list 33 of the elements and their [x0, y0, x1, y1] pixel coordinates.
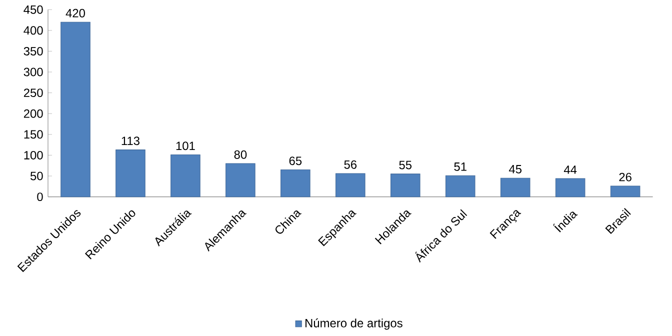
y-tick-label: 450	[24, 5, 43, 14]
y-tick-label: 50	[30, 172, 43, 180]
data-label: 51	[454, 162, 466, 171]
y-tick-label: 300	[24, 68, 43, 76]
y-tick-label: 200	[24, 109, 43, 118]
data-label: 101	[176, 142, 195, 150]
data-label: 55	[399, 160, 412, 170]
y-tick-label: 100	[24, 150, 43, 160]
bar	[500, 178, 530, 198]
bar	[60, 22, 90, 198]
y-tick-label: 150	[24, 130, 43, 139]
data-label: 44	[564, 166, 577, 174]
legend-label: Número de artigos	[306, 318, 402, 330]
bar	[170, 154, 200, 198]
y-tick-label: 0	[37, 192, 43, 202]
data-label: 26	[619, 172, 632, 182]
data-label: 113	[122, 136, 140, 146]
y-tick-label: 400	[24, 26, 43, 35]
bar	[226, 163, 256, 198]
data-label: 45	[508, 165, 522, 174]
bar	[445, 175, 476, 198]
y-tick-label: 250	[24, 88, 43, 98]
bar	[390, 174, 420, 198]
data-label: 65	[289, 156, 302, 166]
data-label: 56	[344, 160, 357, 169]
bar	[555, 178, 586, 198]
bar	[336, 173, 366, 198]
bar	[116, 150, 146, 198]
data-label: 420	[66, 8, 85, 18]
data-label: 80	[234, 150, 247, 159]
bar	[610, 186, 640, 198]
y-tick-label: 350	[24, 46, 43, 56]
bar	[280, 170, 310, 198]
